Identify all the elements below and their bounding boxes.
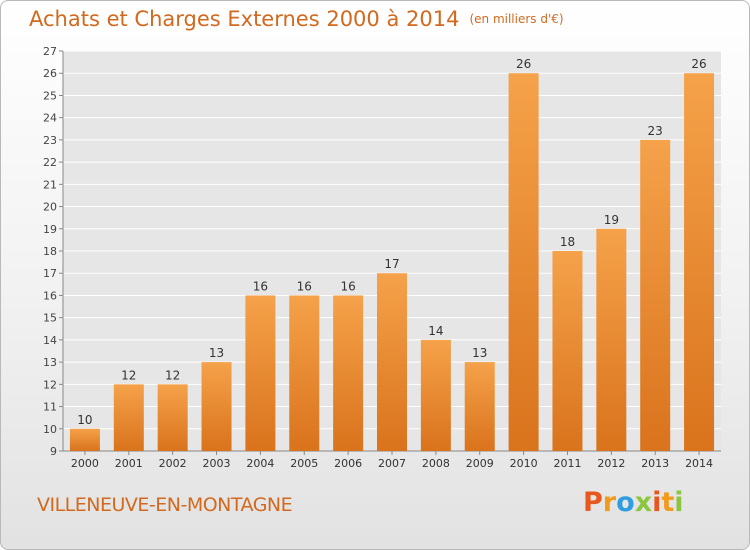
y-tick-label: 17: [43, 267, 57, 280]
y-tick-label: 15: [43, 312, 57, 325]
bar: [420, 339, 451, 451]
x-tick-label: 2002: [159, 457, 187, 470]
bar-value-label: 12: [121, 368, 136, 382]
bar: [333, 295, 364, 451]
x-tick-label: 2001: [115, 457, 143, 470]
logo-letter: x: [634, 487, 653, 518]
bar: [201, 362, 232, 451]
y-tick-label: 23: [43, 134, 57, 147]
x-tick-label: 2006: [334, 457, 362, 470]
bar: [464, 362, 495, 451]
bar-value-label: 17: [384, 257, 399, 271]
x-tick-label: 2005: [290, 457, 318, 470]
bar-value-label: 16: [297, 279, 312, 293]
x-tick-label: 2003: [203, 457, 231, 470]
logo-letter: P: [583, 487, 603, 518]
x-tick-label: 2014: [685, 457, 713, 470]
y-tick-label: 11: [43, 401, 57, 414]
bar-value-label: 14: [428, 324, 443, 338]
bar-value-label: 26: [691, 57, 706, 71]
y-tick-label: 22: [43, 156, 57, 169]
bar: [157, 384, 188, 451]
logo-letter: t: [661, 487, 675, 518]
bar-value-label: 26: [516, 57, 531, 71]
y-tick-label: 21: [43, 178, 57, 191]
logo-letter: i: [652, 487, 662, 518]
bar: [552, 251, 583, 451]
bar-value-label: 16: [340, 279, 355, 293]
bar: [640, 139, 671, 451]
bar-value-label: 13: [472, 346, 487, 360]
bar: [69, 428, 100, 451]
x-tick-label: 2011: [553, 457, 581, 470]
bar: [684, 73, 715, 451]
logo-letter: r: [602, 487, 617, 518]
bar: [245, 295, 276, 451]
chart-title: Achats et Charges Externes 2000 à 2014 (e…: [29, 7, 564, 31]
bar: [289, 295, 320, 451]
bar: [113, 384, 144, 451]
bar: [596, 228, 627, 451]
x-tick-label: 2009: [466, 457, 494, 470]
x-tick-label: 2007: [378, 457, 406, 470]
x-tick-label: 2010: [510, 457, 538, 470]
y-tick-label: 9: [50, 445, 57, 458]
y-tick-label: 12: [43, 378, 57, 391]
y-tick-label: 19: [43, 223, 57, 236]
y-tick-label: 27: [43, 45, 57, 58]
y-tick-label: 24: [43, 112, 57, 125]
bar-value-label: 16: [253, 279, 268, 293]
commune-name: VILLENEUVE-EN-MONTAGNE: [37, 494, 293, 516]
chart-title-text: Achats et Charges Externes 2000 à 2014: [29, 7, 460, 31]
y-tick-label: 13: [43, 356, 57, 369]
bar-value-label: 13: [209, 346, 224, 360]
x-tick-label: 2004: [246, 457, 274, 470]
bar-value-label: 23: [648, 124, 663, 138]
y-tick-label: 25: [43, 89, 57, 102]
bar: [508, 73, 539, 451]
logo-letter: i: [674, 487, 684, 518]
bar-value-label: 18: [560, 235, 575, 249]
x-tick-label: 2012: [597, 457, 625, 470]
y-tick-label: 26: [43, 67, 57, 80]
logo-letter: o: [616, 487, 635, 518]
y-tick-label: 10: [43, 423, 57, 436]
y-tick-label: 20: [43, 201, 57, 214]
chart-unit: (en milliers d'€): [469, 12, 564, 26]
bar-value-label: 10: [77, 413, 92, 427]
x-tick-label: 2013: [641, 457, 669, 470]
proxiti-logo[interactable]: Proxiti: [583, 487, 684, 518]
y-tick-label: 14: [43, 334, 57, 347]
bar-value-label: 12: [165, 368, 180, 382]
y-tick-label: 16: [43, 289, 57, 302]
x-tick-label: 2000: [71, 457, 99, 470]
bar: [377, 273, 407, 451]
y-tick-label: 18: [43, 245, 57, 258]
bar-value-label: 19: [604, 213, 619, 227]
x-tick-label: 2008: [422, 457, 450, 470]
